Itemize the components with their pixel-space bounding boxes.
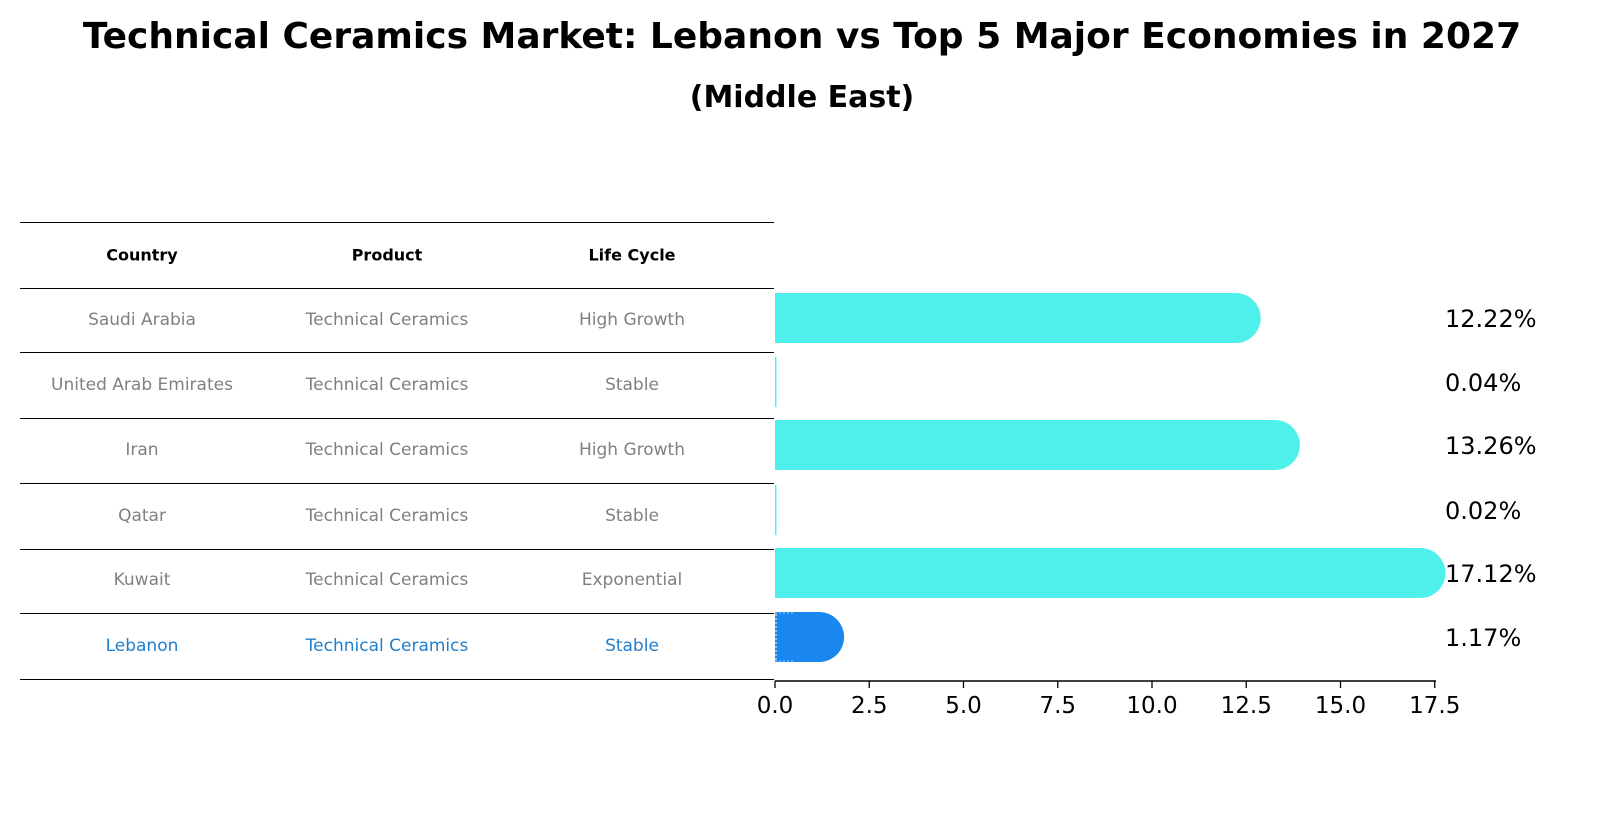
table-cell-country: Saudi Arabia bbox=[88, 310, 196, 330]
table-cell-product: Technical Ceramics bbox=[305, 375, 469, 395]
table-cell-product: Technical Ceramics bbox=[305, 310, 469, 330]
x-tick-label: 0.0 bbox=[757, 693, 794, 719]
x-tick-label: 5.0 bbox=[945, 693, 982, 719]
x-tick-label: 10.0 bbox=[1126, 693, 1177, 719]
bar-saudi-arabia bbox=[775, 293, 1261, 343]
table-rule bbox=[20, 352, 774, 353]
table-rule bbox=[20, 549, 774, 550]
table-header-cell: Country bbox=[106, 245, 178, 265]
table-cell-country: Lebanon bbox=[105, 636, 179, 656]
table-cell-life-cycle: High Growth bbox=[578, 440, 685, 460]
table-cell-product: Technical Ceramics bbox=[305, 570, 469, 590]
chart-title: Technical Ceramics Market: Lebanon vs To… bbox=[82, 16, 1522, 57]
table-cell-country: Kuwait bbox=[113, 570, 171, 590]
table-cell-life-cycle: Exponential bbox=[581, 570, 683, 590]
table-rule bbox=[20, 483, 774, 484]
bar-value-label: 13.26% bbox=[1445, 432, 1537, 460]
bar-value-label: 0.02% bbox=[1445, 497, 1521, 525]
table-cell-life-cycle: Stable bbox=[605, 506, 659, 526]
table-cell-product: Technical Ceramics bbox=[305, 440, 469, 460]
table-rule bbox=[20, 288, 774, 289]
x-tick-label: 2.5 bbox=[851, 693, 888, 719]
chart-subtitle: (Middle East) bbox=[689, 80, 915, 115]
bar-lebanon bbox=[775, 612, 845, 662]
x-tick-label: 17.5 bbox=[1409, 693, 1460, 719]
bar-value-label: 17.12% bbox=[1445, 560, 1537, 588]
table-cell-product: Technical Ceramics bbox=[305, 636, 469, 656]
table-rule bbox=[20, 679, 774, 680]
x-tick-label: 15.0 bbox=[1315, 693, 1366, 719]
x-tick-label: 12.5 bbox=[1221, 693, 1272, 719]
table-cell-country: United Arab Emirates bbox=[51, 375, 233, 395]
table-cell-product: Technical Ceramics bbox=[305, 506, 469, 526]
table-header-cell: Product bbox=[351, 245, 423, 265]
table-cell-life-cycle: Stable bbox=[605, 636, 659, 656]
bar-qatar bbox=[775, 485, 777, 535]
x-tick-label: 7.5 bbox=[1039, 693, 1076, 719]
table-rule bbox=[20, 222, 774, 223]
bar-value-label: 12.22% bbox=[1445, 305, 1537, 333]
table-cell-life-cycle: High Growth bbox=[578, 310, 685, 330]
bar-kuwait bbox=[775, 548, 1446, 598]
bar-united-arab-emirates bbox=[775, 357, 777, 407]
table-cell-life-cycle: Stable bbox=[605, 375, 659, 395]
table-rule bbox=[20, 613, 774, 614]
table-cell-country: Qatar bbox=[118, 506, 166, 526]
bar-value-label: 0.04% bbox=[1445, 369, 1521, 397]
bar-iran bbox=[775, 420, 1300, 470]
table-header-cell: Life Cycle bbox=[588, 245, 676, 265]
table-cell-country: Iran bbox=[125, 440, 159, 460]
bar-value-label: 1.17% bbox=[1445, 624, 1521, 652]
table-rule bbox=[20, 418, 774, 419]
